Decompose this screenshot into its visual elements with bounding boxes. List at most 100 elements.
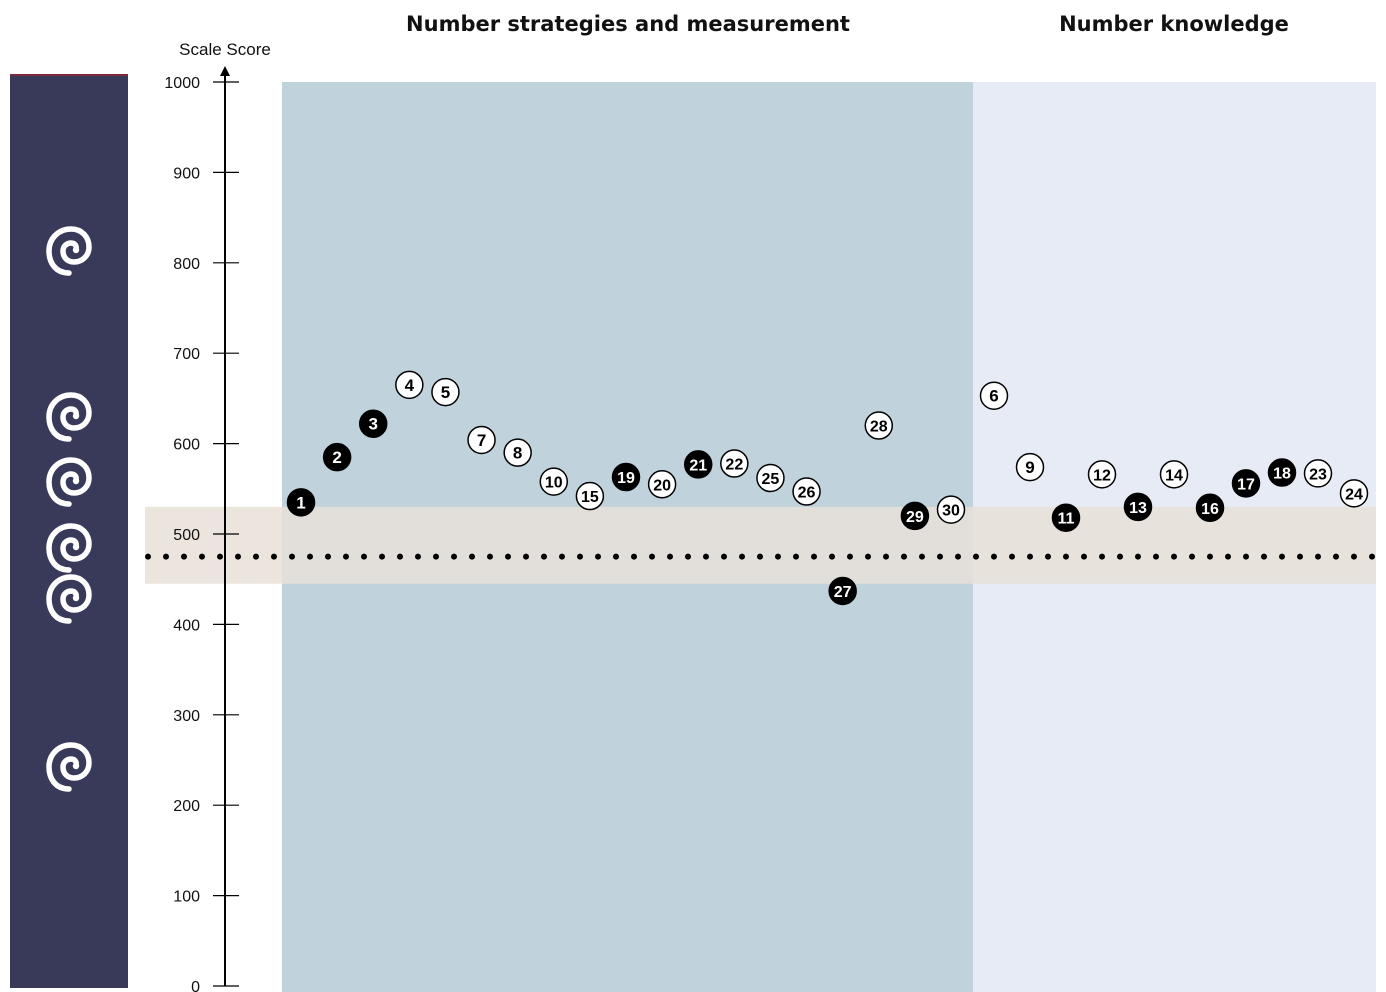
data-point-16: 16 [1195, 493, 1225, 523]
data-point-18: 18 [1267, 458, 1297, 487]
data-point-marker-14 [1159, 460, 1189, 489]
data-point-marker-10 [539, 467, 569, 496]
koru-icon-1 [46, 226, 92, 276]
data-point-marker-3 [358, 409, 388, 438]
section-title-number-strategies: Number strategies and measurement [406, 12, 850, 36]
data-point-label-16: 16 [1201, 501, 1219, 518]
koru-icon-5 [46, 574, 92, 625]
data-point-marker-30 [936, 495, 966, 524]
data-point-7: 7 [467, 425, 496, 455]
data-point-marker-21 [683, 450, 713, 479]
data-point-label-30: 30 [942, 503, 960, 520]
data-point-marker-11 [1051, 503, 1081, 532]
data-point-marker-12 [1087, 460, 1117, 489]
data-point-5: 5 [431, 377, 460, 407]
data-point-marker-2 [322, 442, 352, 472]
y-tick-label-0: 0 [191, 979, 200, 992]
data-point-11: 11 [1051, 503, 1081, 532]
data-point-13: 13 [1123, 492, 1153, 522]
data-point-marker-24 [1339, 479, 1369, 508]
data-point-label-6: 6 [989, 387, 998, 406]
koru-icon-3 [46, 456, 92, 507]
data-point-label-12: 12 [1093, 467, 1111, 484]
data-point-30: 30 [936, 495, 966, 524]
data-point-20: 20 [647, 470, 677, 499]
data-point-9: 9 [1015, 452, 1045, 482]
data-point-label-24: 24 [1345, 486, 1363, 503]
data-point-label-3: 3 [368, 415, 377, 434]
data-point-label-14: 14 [1165, 467, 1183, 484]
data-point-marker-5 [431, 377, 460, 407]
y-tick-label-100: 100 [173, 889, 200, 906]
y-tick-label-200: 200 [173, 798, 200, 815]
data-point-marker-22 [720, 449, 749, 478]
data-point-label-28: 28 [870, 419, 888, 436]
data-point-marker-26 [792, 477, 821, 506]
data-point-12: 12 [1087, 460, 1117, 489]
data-point-marker-23 [1303, 459, 1333, 488]
data-point-marker-6 [979, 381, 1009, 410]
data-point-marker-28 [864, 411, 894, 440]
y-tick-label-500: 500 [173, 527, 200, 544]
data-point-15: 15 [575, 481, 605, 511]
data-point-marker-25 [756, 463, 785, 493]
reference-band [145, 506, 1376, 584]
data-point-label-8: 8 [513, 444, 522, 463]
data-point-label-11: 11 [1058, 511, 1075, 528]
data-point-marker-20 [647, 470, 677, 499]
y-tick-label-700: 700 [173, 346, 200, 363]
y-axis-label: Scale Score [179, 40, 271, 59]
data-point-26: 26 [792, 477, 821, 506]
data-point-23: 23 [1303, 459, 1333, 488]
y-tick-label-900: 900 [173, 165, 200, 182]
data-point-marker-16 [1195, 493, 1225, 523]
data-point-label-18: 18 [1273, 466, 1291, 483]
data-point-label-5: 5 [441, 383, 450, 402]
data-point-25: 25 [756, 463, 785, 493]
data-point-label-2: 2 [332, 448, 341, 467]
y-tick-label-600: 600 [173, 437, 200, 454]
data-point-28: 28 [864, 411, 894, 440]
data-point-14: 14 [1159, 460, 1189, 489]
data-point-label-29: 29 [906, 509, 924, 526]
data-point-3: 3 [358, 409, 388, 438]
data-point-1: 1 [286, 488, 316, 517]
data-point-marker-17 [1231, 469, 1261, 498]
data-point-marker-9 [1015, 452, 1045, 482]
data-point-marker-7 [467, 425, 496, 455]
data-point-label-21: 21 [689, 457, 707, 474]
data-point-marker-1 [286, 488, 316, 517]
data-point-marker-27 [828, 576, 857, 606]
data-point-21: 21 [683, 450, 713, 479]
data-point-label-20: 20 [653, 477, 671, 494]
data-point-label-17: 17 [1237, 476, 1255, 493]
data-point-4: 4 [395, 370, 424, 400]
data-point-label-13: 13 [1129, 500, 1147, 517]
data-point-label-7: 7 [477, 431, 486, 450]
data-point-2: 2 [322, 442, 352, 472]
y-tick-label-400: 400 [173, 617, 200, 634]
data-point-label-10: 10 [545, 475, 563, 492]
data-point-label-23: 23 [1309, 466, 1327, 483]
level-sidebar [10, 74, 128, 988]
data-point-marker-18 [1267, 458, 1297, 487]
section-title-number-knowledge: Number knowledge [1059, 12, 1289, 36]
data-point-label-26: 26 [798, 485, 816, 502]
koru-icon-4 [46, 522, 92, 573]
data-point-22: 22 [720, 449, 749, 478]
y-axis-arrow [220, 66, 230, 76]
data-point-marker-19 [611, 462, 641, 492]
data-point-24: 24 [1339, 479, 1369, 508]
y-tick-label-1000: 1000 [164, 75, 200, 92]
y-tick-label-800: 800 [173, 256, 200, 273]
data-point-8: 8 [503, 438, 532, 467]
data-point-marker-13 [1123, 492, 1153, 522]
data-point-label-25: 25 [762, 471, 780, 488]
data-point-label-9: 9 [1025, 458, 1034, 477]
koru-icon-2 [46, 391, 92, 442]
data-point-label-15: 15 [581, 489, 599, 506]
data-point-marker-8 [503, 438, 532, 467]
data-point-19: 19 [611, 462, 641, 492]
